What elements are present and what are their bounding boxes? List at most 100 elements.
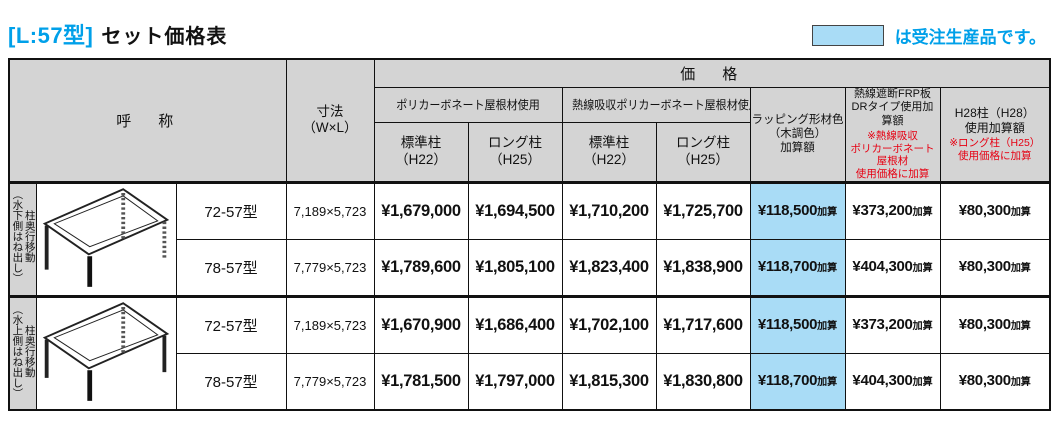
price-poly-long: ¥1,694,500 <box>467 180 563 240</box>
model-cell: 72-57型 <box>175 294 287 354</box>
frp-surcharge-title: 熱線遮断FRP板 DRタイプ使用加算額 <box>851 87 934 128</box>
col-header-poly-roof: ポリカーボネート屋根材使用 <box>373 86 563 123</box>
surcharge-suffix: 加算 <box>817 377 838 389</box>
model-code-badge: [L:57型] <box>8 23 94 48</box>
surcharge-suffix: 加算 <box>912 321 933 332</box>
col-header-h28-surcharge: H28柱（H28） 使用加算額 ※ロング柱（H25） 使用価格に加算 <box>939 86 1051 183</box>
col-header-name: 呼 称 <box>8 58 287 183</box>
frp-surcharge-note: ※熱線吸収 ポリカーボネート屋根材 使用価格に加算 <box>850 129 935 180</box>
row-group-label-upper-side: 柱奥行移動 （水上側はね出し） <box>8 294 37 411</box>
table-row: 柱奥行移動 （水下側はね出し） 72-57型 7,189×5,723 ¥1,67… <box>8 180 1051 297</box>
price-heat-long: ¥1,725,700 <box>655 180 751 240</box>
surcharge-suffix: 加算 <box>817 207 838 218</box>
price-poly-standard: ¥1,789,600 <box>373 238 469 297</box>
surcharge-suffix: 加算 <box>912 207 933 218</box>
model-cell: 78-57型 <box>175 352 287 411</box>
structure-diagram-lower-side <box>35 180 177 297</box>
col-header-heat-poly-roof: 熱線吸収ポリカーボネート屋根材使用 <box>561 86 751 123</box>
heat-poly-roof-label: 熱線吸収ポリカーボネート屋根材使用 <box>571 98 750 112</box>
col-header-wrapping-surcharge: ラッピング形材色 （木調色） 加算額 <box>749 86 846 183</box>
frp-surcharge-cell: ¥373,200加算 <box>844 294 941 354</box>
legend-color-swatch <box>811 25 884 46</box>
col-header-long-pillar-heat: ロング柱 （H25） <box>655 121 751 183</box>
isometric-structure-icon <box>42 302 170 402</box>
col-header-price: 価 格 <box>373 58 1051 88</box>
wrapping-surcharge-cell: ¥118,700加算 <box>749 238 846 297</box>
vertical-label: 柱奥行移動 （水下側はね出し） <box>11 189 36 284</box>
poly-roof-label: ポリカーボネート屋根材使用 <box>396 98 540 112</box>
price-poly-long: ¥1,686,400 <box>467 294 563 354</box>
surcharge-suffix: 加算 <box>912 377 933 389</box>
surcharge-value: ¥373,200 <box>852 316 913 333</box>
price-poly-long: ¥1,797,000 <box>467 352 563 411</box>
surcharge-suffix: 加算 <box>1010 321 1031 332</box>
vertical-label-main: 柱奥行移動 <box>23 210 36 263</box>
surcharge-value: ¥404,300 <box>852 258 913 275</box>
wrapping-surcharge-cell: ¥118,500加算 <box>749 180 846 240</box>
col-header-long-pillar-poly: ロング柱 （H25） <box>467 121 563 183</box>
col-header-standard-pillar-heat: 標準柱 （H22） <box>561 121 657 183</box>
model-cell: 78-57型 <box>175 238 287 297</box>
surcharge-suffix: 加算 <box>1010 377 1031 389</box>
model-cell: 72-57型 <box>175 180 287 240</box>
col-header-size: 寸法 （W×L） <box>285 58 375 183</box>
price-heat-standard: ¥1,815,300 <box>561 352 657 411</box>
wrapping-surcharge-cell: ¥118,700加算 <box>749 352 846 411</box>
price-heat-long: ¥1,838,900 <box>655 238 751 297</box>
set-price-table: 呼 称 寸法 （W×L） 価 格 ポリカーボネート屋根材使用 熱線吸収ポリカーボ… <box>8 58 1052 411</box>
row-group-label-lower-side: 柱奥行移動 （水下側はね出し） <box>8 180 37 297</box>
price-heat-standard: ¥1,823,400 <box>561 238 657 297</box>
surcharge-suffix: 加算 <box>1010 207 1031 218</box>
surcharge-value: ¥373,200 <box>852 202 913 219</box>
surcharge-value: ¥118,500 <box>757 202 818 219</box>
vertical-label-sub: （水下側はね出し） <box>11 189 24 284</box>
isometric-structure-icon <box>42 188 170 287</box>
size-cell: 7,779×5,723 <box>285 352 375 411</box>
page-header: [L:57型] セット価格表 は受注生産品です。 <box>0 0 1054 58</box>
surcharge-suffix: 加算 <box>817 321 838 332</box>
price-poly-standard: ¥1,679,000 <box>373 180 469 240</box>
surcharge-suffix: 加算 <box>817 263 838 274</box>
surcharge-value: ¥118,700 <box>757 258 818 275</box>
surcharge-suffix: 加算 <box>912 263 933 274</box>
h28-surcharge-cell: ¥80,300加算 <box>939 352 1051 411</box>
surcharge-value: ¥404,300 <box>852 372 913 390</box>
table-row: 柱奥行移動 （水上側はね出し） 72-57型 7,189×5,723 ¥1,67… <box>8 294 1051 411</box>
surcharge-suffix: 加算 <box>1010 263 1031 274</box>
size-cell: 7,779×5,723 <box>285 238 375 297</box>
price-heat-long: ¥1,830,800 <box>655 352 751 411</box>
price-heat-long: ¥1,717,600 <box>655 294 751 354</box>
price-poly-standard: ¥1,781,500 <box>373 352 469 411</box>
surcharge-value: ¥80,300 <box>958 258 1011 275</box>
surcharge-value: ¥80,300 <box>958 316 1011 333</box>
price-poly-long: ¥1,805,100 <box>467 238 563 297</box>
price-heat-standard: ¥1,710,200 <box>561 180 657 240</box>
h28-surcharge-cell: ¥80,300加算 <box>939 238 1051 297</box>
surcharge-value: ¥118,500 <box>757 316 818 333</box>
vertical-label-main: 柱奥行移動 <box>23 324 36 378</box>
h28-surcharge-cell: ¥80,300加算 <box>939 294 1051 354</box>
structure-diagram-upper-side <box>35 294 177 411</box>
frp-surcharge-cell: ¥404,300加算 <box>844 352 941 411</box>
vertical-label: 柱奥行移動 （水上側はね出し） <box>11 303 36 399</box>
price-heat-standard: ¥1,702,100 <box>561 294 657 354</box>
h28-surcharge-note: ※ロング柱（H25） 使用価格に加算 <box>949 136 1041 162</box>
frp-surcharge-cell: ¥404,300加算 <box>844 238 941 297</box>
size-cell: 7,189×5,723 <box>285 294 375 354</box>
surcharge-value: ¥80,300 <box>958 372 1011 390</box>
col-header-standard-pillar-poly: 標準柱 （H22） <box>373 121 469 183</box>
page-title-text: セット価格表 <box>101 26 228 48</box>
h28-surcharge-title: H28柱（H28） 使用加算額 <box>954 105 1035 135</box>
legend-label: は受注生産品です。 <box>894 28 1046 47</box>
surcharge-value: ¥118,700 <box>757 372 818 390</box>
wrapping-surcharge-cell: ¥118,500加算 <box>749 294 846 354</box>
h28-surcharge-cell: ¥80,300加算 <box>939 180 1051 240</box>
vertical-label-sub: （水上側はね出し） <box>11 303 24 399</box>
frp-surcharge-cell: ¥373,200加算 <box>844 180 941 240</box>
made-to-order-legend: は受注生産品です。 <box>811 23 1046 50</box>
surcharge-value: ¥80,300 <box>958 202 1011 219</box>
price-poly-standard: ¥1,670,900 <box>373 294 469 354</box>
page-title: [L:57型] セット価格表 <box>8 18 227 50</box>
table-row: 78-57型 7,779×5,723 ¥1,781,500 ¥1,797,000… <box>9 352 1051 411</box>
table-row: 78-57型 7,779×5,723 ¥1,789,600 ¥1,805,100… <box>9 238 1051 297</box>
